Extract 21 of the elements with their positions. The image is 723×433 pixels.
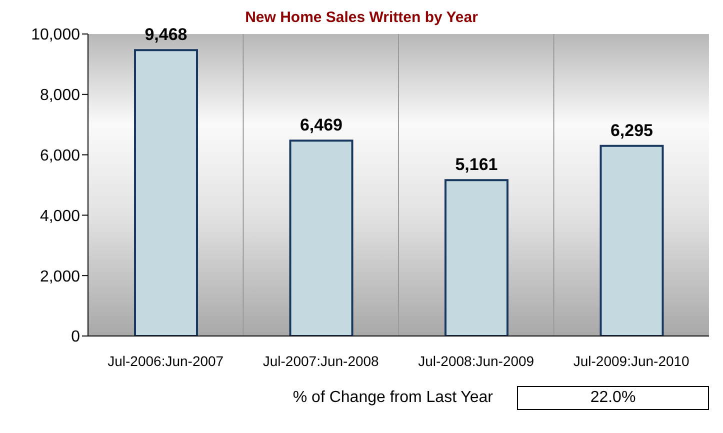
y-tick-label: 10,000	[31, 26, 80, 44]
data-label: 9,468	[144, 25, 188, 44]
y-tick-label: 2,000	[40, 268, 80, 286]
x-tick-label: Jul-2007:Jun-2008	[262, 352, 380, 369]
data-label: 6,295	[610, 120, 654, 140]
data-label: 6,469	[300, 116, 343, 135]
y-tick-label: 4,000	[40, 208, 80, 225]
x-tick-label: Jul-2009:Jun-2010	[573, 352, 690, 369]
text: % of Change from Last Year	[292, 389, 493, 407]
bar	[134, 49, 198, 336]
y-tick-label: 8,000	[40, 87, 80, 104]
data-label: 5,161	[455, 155, 498, 174]
x-tick-label: Jul-2008:Jun-2009	[418, 352, 534, 369]
bar	[600, 144, 664, 336]
x-tick-label: Jul-2006:Jun-2007	[108, 352, 224, 369]
y-tick-label: 6,000	[40, 147, 80, 164]
chart-title: New Home Sales Written by Year	[245, 9, 478, 26]
bar	[289, 140, 354, 336]
text: 22.0%	[517, 386, 709, 410]
y-tick-label: 0	[71, 328, 80, 346]
bar	[444, 179, 508, 336]
